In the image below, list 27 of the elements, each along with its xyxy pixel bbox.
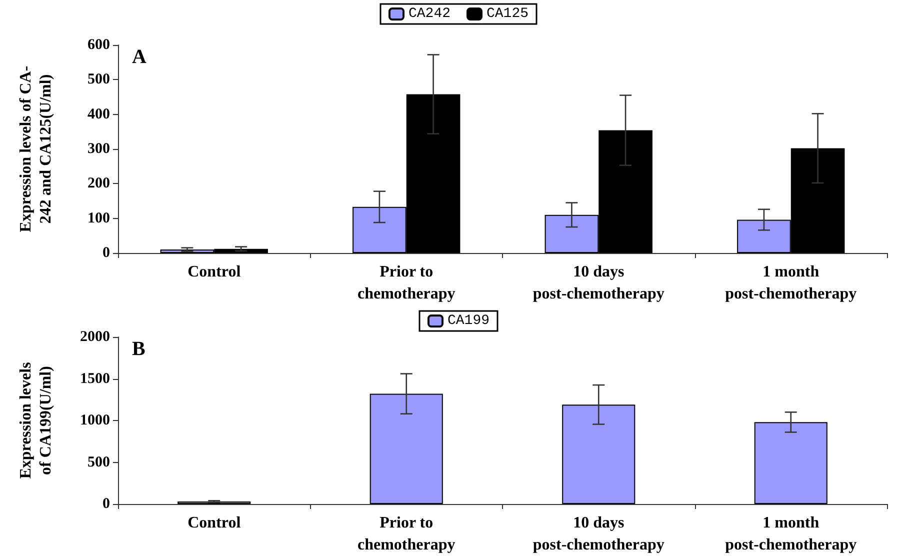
y-tick-label: 100: [88, 210, 110, 226]
x-tick-label: Prior to chemotherapy: [357, 264, 456, 302]
y-tick-label: 200: [88, 176, 110, 192]
y-axis-title: Expression levels of CA- 242 and CA125(U/ml): [18, 66, 54, 232]
x-tick-label: Control: [188, 264, 242, 280]
y-tick-label: 600: [88, 37, 110, 53]
y-tick-label: 1000: [80, 412, 110, 428]
y-tick-label: 2000: [80, 329, 110, 345]
x-tick-label: 10 days post-chemotherapy: [532, 514, 664, 554]
y-tick-label: 300: [88, 141, 110, 157]
y-tick-label: 1500: [80, 370, 110, 387]
y-axis-title: Expression levels of CA199(U/ml): [18, 362, 54, 479]
y-tick-label: 0: [102, 245, 110, 261]
y-tick-label: 500: [88, 72, 110, 88]
x-tick-label: 1 month post-chemotherapy: [725, 264, 857, 302]
y-tick-label: 400: [88, 106, 110, 122]
x-tick-label: Control: [188, 514, 242, 532]
y-tick-label: 0: [102, 496, 110, 512]
x-tick-label: 1 month post-chemotherapy: [725, 514, 857, 554]
legend-label: CA242: [408, 6, 451, 22]
x-tick-label: 10 days post-chemotherapy: [532, 264, 664, 302]
legend-label: CA125: [486, 6, 529, 22]
x-tick-label: Prior to chemotherapy: [357, 514, 456, 554]
annotation: A: [132, 46, 147, 68]
legend-label: CA199: [447, 313, 490, 329]
y-tick-label: 500: [88, 454, 110, 470]
annotation: B: [132, 338, 146, 360]
